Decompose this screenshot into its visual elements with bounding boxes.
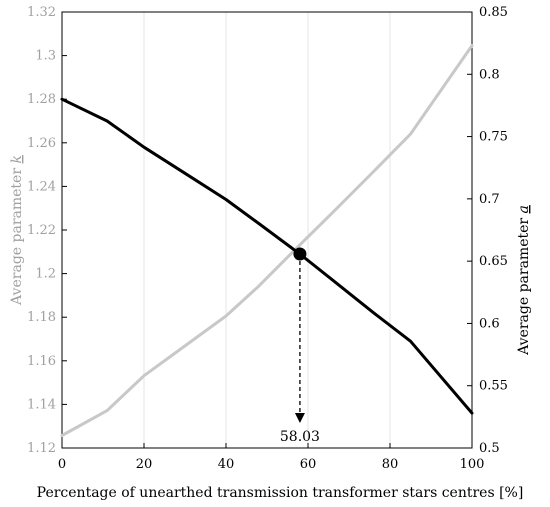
x-tick-label: 0 [58, 457, 66, 472]
y-left-tick-label: 1.12 [27, 441, 56, 456]
annotation: 58.03 [280, 247, 320, 445]
axis-ticks: 0 20 40 60 80 100 1.12 1.14 1.16 1.18 1.2 1.22 1.24 1… [27, 5, 508, 472]
y-right-tick-label: 0.75 [479, 130, 508, 145]
y-left-tick-label: 1.32 [27, 5, 56, 20]
y-right-tick-label: 0.8 [479, 67, 500, 82]
y-right-tick-label: 0.5 [479, 441, 500, 456]
x-tick-label: 100 [460, 457, 485, 472]
arrow-head [294, 413, 305, 423]
x-tick-label: 20 [136, 457, 153, 472]
y-left-tick-label: 1.28 [27, 92, 56, 107]
y-right-axis-title-prefix: Average parameter [516, 213, 532, 355]
x-axis-title: Percentage of unearthed transmission tra… [37, 485, 524, 501]
annotation-label: 58.03 [280, 429, 320, 445]
y-left-tick-label: 1.14 [27, 397, 56, 412]
y-right-tick-label: 0.6 [479, 316, 500, 331]
y-left-axis-title: Average parameter k [9, 155, 25, 306]
y-left-tick-label: 1.26 [27, 136, 56, 151]
y-left-tick-label: 1.24 [27, 179, 56, 194]
series-line-a [60, 44, 474, 437]
x-tick-label: 60 [300, 457, 317, 472]
series-line-k [60, 97, 474, 415]
series-lines [60, 44, 474, 437]
y-right-tick-label: 0.85 [479, 5, 508, 20]
x-tick-label: 80 [382, 457, 399, 472]
x-tick-label: 40 [218, 457, 235, 472]
y-left-tick-label: 1.22 [27, 223, 56, 238]
y-left-axis-title-prefix: Average parameter [9, 164, 25, 306]
intersection-marker [293, 247, 307, 261]
y-left-tick-label: 1.3 [35, 49, 56, 64]
y-left-tick-label: 1.16 [27, 354, 56, 369]
y-right-tick-label: 0.65 [479, 254, 508, 269]
y-right-axis-title-var: a [516, 205, 532, 213]
y-right-tick-label: 0.55 [479, 379, 508, 394]
y-right-tick-label: 0.7 [479, 192, 500, 207]
y-right-axis-title: Average parameter a [516, 205, 532, 356]
y-left-axis-title-var: k [9, 155, 25, 163]
y-left-tick-label: 1.2 [35, 267, 56, 282]
y-left-tick-label: 1.18 [27, 310, 56, 325]
